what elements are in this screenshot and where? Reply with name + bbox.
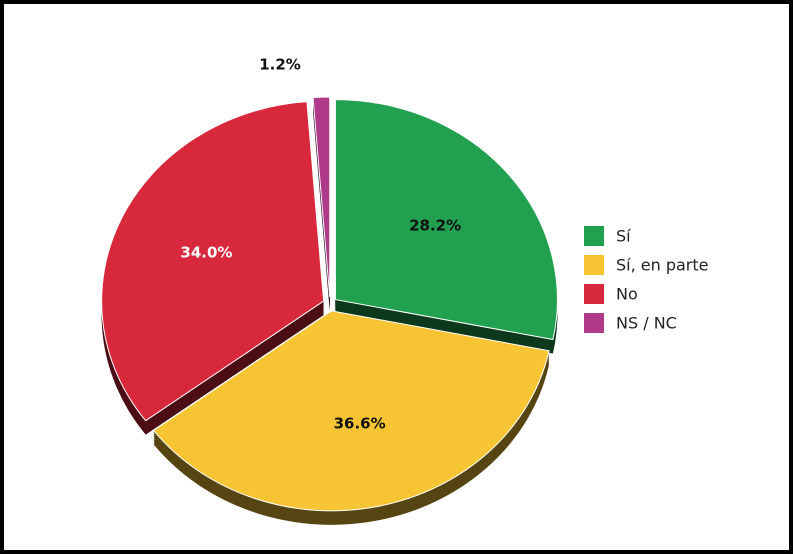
pie-slice [152,310,550,512]
legend-label: No [616,285,638,304]
pie-slice [101,101,325,422]
data-label: 28.2% [409,217,461,235]
legend-label: Sí [616,227,631,246]
data-label: 36.6% [334,415,386,433]
legend-swatch [584,226,604,246]
legend-swatch [584,284,604,304]
legend-swatch [584,313,604,333]
legend-label: NS / NC [616,314,677,333]
data-label: 1.2% [259,56,301,74]
pie-slice [334,99,558,341]
chart: 28.2% 36.6% 34.0% 1.2% Sí Sí, en parte No NS / … [101,56,709,525]
legend-label: Sí, en parte [616,256,709,275]
legend-swatch [584,255,604,275]
pie-slice [312,96,331,298]
data-label: 34.0% [180,244,232,262]
